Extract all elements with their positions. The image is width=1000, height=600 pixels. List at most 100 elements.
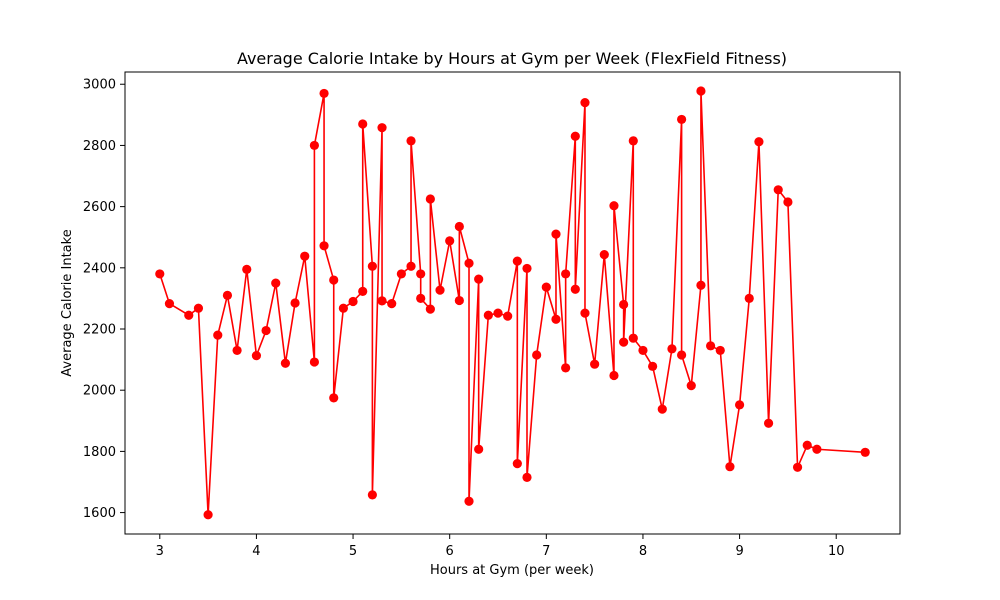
data-point-91 [860,447,870,457]
data-point-7 [232,345,242,356]
data-point-29 [387,299,397,309]
data-point-71 [648,361,658,371]
data-point-72 [657,404,667,414]
data-point-50 [522,263,532,274]
series-line-0 [159,90,866,516]
data-point-40 [454,221,464,232]
data-point-14 [300,251,310,261]
data-point-11 [271,278,281,288]
data-point-89 [802,440,812,450]
data-point-16 [309,140,319,151]
data-point-67 [619,337,629,347]
data-point-65 [609,201,619,211]
data-point-61 [580,308,590,318]
data-point-84 [754,137,764,147]
data-point-74 [677,114,687,125]
data-point-53 [541,282,551,292]
x-tick-label: 10 [828,544,845,559]
data-point-46 [493,308,503,318]
data-point-4 [203,510,213,520]
data-point-58 [570,131,580,141]
data-point-60 [580,98,590,108]
data-point-68 [628,136,638,146]
x-tick-label: 9 [735,544,743,559]
data-point-73 [667,344,677,354]
data-point-52 [532,350,542,360]
data-point-22 [348,296,358,307]
data-point-51 [522,472,532,482]
data-point-24 [358,119,368,129]
data-point-88 [792,462,803,472]
y-tick-label: 3000 [83,78,116,93]
data-point-83 [744,293,754,304]
data-point-3 [193,303,204,313]
y-tick-label: 2200 [83,323,116,338]
chart-title: Average Calorie Intake by Hours at Gym p… [237,49,787,68]
data-point-42 [464,496,474,506]
data-point-30 [396,269,406,279]
data-point-20 [329,393,339,403]
data-point-48 [512,256,522,266]
data-point-90 [812,444,822,454]
data-point-77 [696,280,706,290]
data-point-15 [309,357,319,367]
data-point-32 [406,136,416,146]
data-point-85 [763,418,774,428]
data-point-54 [551,314,561,324]
x-tick-label: 6 [446,544,454,559]
data-point-81 [725,462,735,472]
data-point-39 [454,295,464,306]
data-point-43 [474,274,484,284]
y-tick-label: 1800 [83,445,116,460]
data-point-66 [619,299,629,310]
x-tick-label: 4 [252,544,260,559]
data-point-70 [638,345,648,356]
data-point-86 [773,185,783,195]
plot-area [155,86,870,520]
data-point-36 [425,194,435,204]
data-point-79 [706,341,716,351]
data-point-9 [251,351,262,361]
y-tick-label: 2400 [83,261,116,276]
x-tick-label: 8 [639,544,647,559]
data-point-31 [406,261,416,271]
data-point-64 [609,370,619,381]
data-point-33 [416,269,426,279]
data-point-28 [377,296,387,306]
x-tick-label: 5 [349,544,357,559]
data-point-0 [155,269,165,279]
y-axis-label: Average Calorie Intake [60,229,75,376]
data-point-5 [213,330,223,340]
data-point-62 [590,359,600,369]
x-tick-label: 3 [156,544,164,559]
data-point-2 [184,310,194,320]
data-point-21 [338,303,348,313]
x-tick-label: 7 [542,544,550,559]
data-point-35 [425,304,435,314]
data-point-8 [242,264,252,274]
data-point-44 [474,444,484,454]
data-point-59 [570,284,580,294]
data-point-38 [445,236,455,246]
data-point-6 [222,290,233,300]
data-point-12 [280,358,291,368]
data-point-41 [464,258,474,268]
data-point-75 [677,350,687,360]
data-point-10 [261,325,271,336]
x-axis-label: Hours at Gym (per week) [430,563,594,578]
y-tick-label: 2000 [83,384,116,399]
data-point-18 [319,241,329,251]
data-point-57 [561,269,571,279]
data-point-69 [628,333,638,343]
plot-frame [124,71,901,535]
data-point-47 [503,311,513,321]
data-point-45 [483,310,493,320]
data-point-23 [358,286,368,296]
data-point-56 [561,363,571,373]
data-point-55 [551,229,561,239]
data-point-82 [734,400,745,410]
y-tick-label: 1600 [83,506,116,521]
data-point-76 [686,381,696,391]
data-point-17 [319,88,329,99]
